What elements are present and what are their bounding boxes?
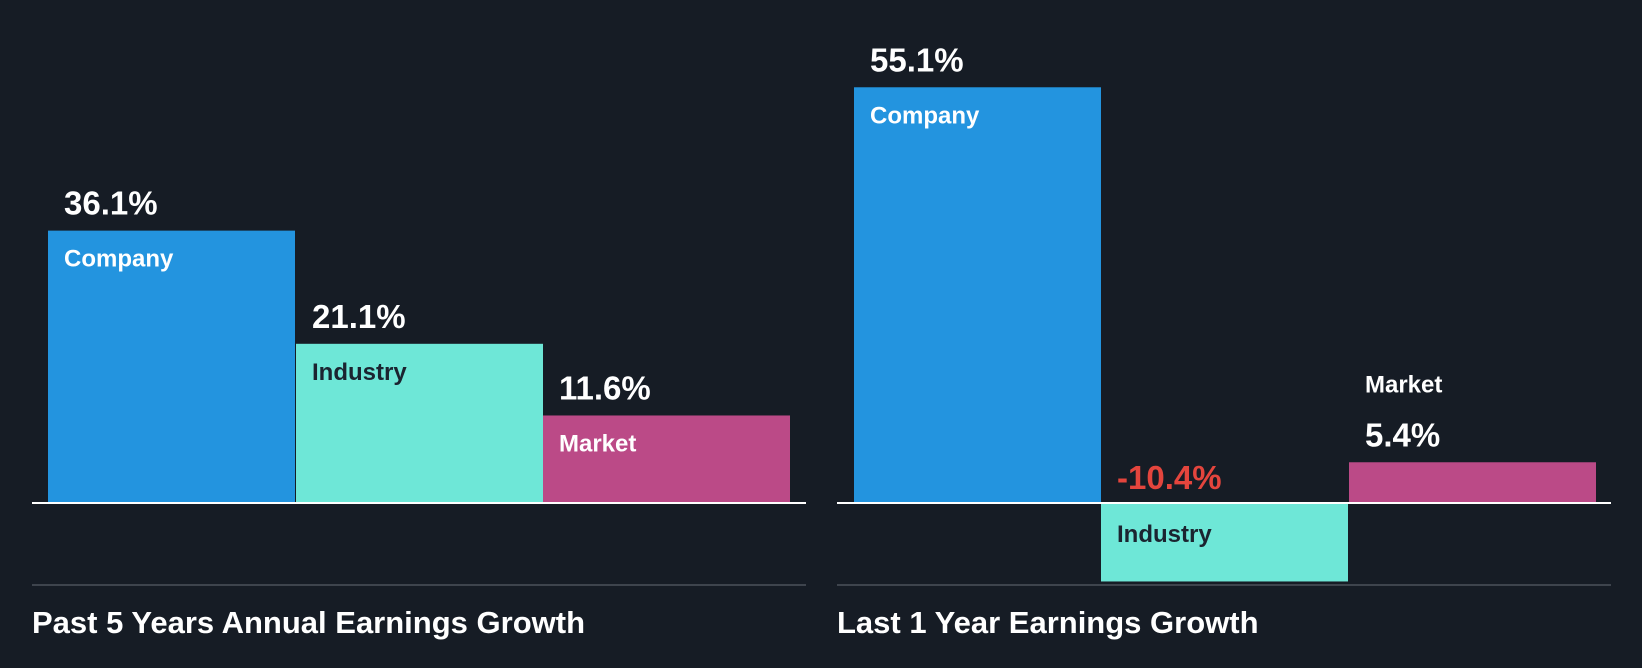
- value-label-company-last-1-year: 55.1%: [870, 41, 964, 78]
- panel-last-1-year: 55.1% Company -10.4% Industry 5.4% Market: [837, 41, 1611, 586]
- value-label-market-past-5-years: 11.6%: [559, 369, 651, 406]
- category-label-industry-last-1-year: Industry: [1117, 521, 1212, 548]
- bar-company-last-1-year: [854, 87, 1101, 503]
- category-label-market-last-1-year: Market: [1365, 371, 1442, 398]
- bar-industry-past-5-years: [296, 343, 543, 503]
- bar-market-past-5-years: [543, 415, 790, 503]
- value-label-company-past-5-years: 36.1%: [64, 185, 158, 222]
- bar-market-last-1-year: [1349, 462, 1596, 503]
- chart-title-past-5-years: Past 5 Years Annual Earnings Growth: [32, 605, 586, 640]
- bar-industry-last-1-year: [1101, 503, 1348, 582]
- value-label-industry-last-1-year: -10.4%: [1117, 459, 1222, 496]
- bar-company-past-5-years: [48, 230, 295, 504]
- category-label-market-past-5-years: Market: [559, 430, 636, 457]
- value-label-industry-past-5-years: 21.1%: [312, 298, 406, 335]
- chart-title-last-1-year: Last 1 Year Earnings Growth: [837, 605, 1259, 640]
- value-label-market-last-1-year: 5.4%: [1365, 416, 1440, 453]
- panel-past-5-years: 36.1% Company 21.1% Industry 11.6% Market: [32, 185, 806, 586]
- category-label-company-past-5-years: Company: [64, 246, 174, 273]
- category-label-company-last-1-year: Company: [870, 102, 980, 129]
- category-label-industry-past-5-years: Industry: [312, 359, 407, 386]
